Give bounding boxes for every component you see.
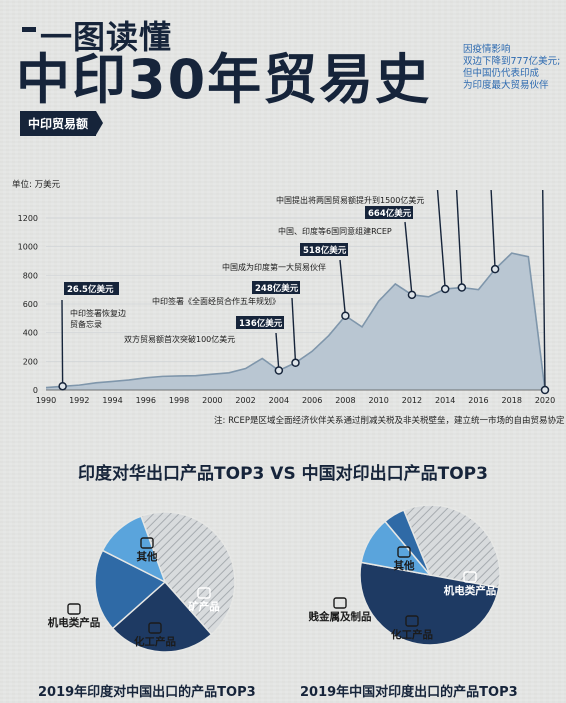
- covid-note: 因疫情影响 双边下降到777亿美元; 但中国仍代表印成 为印度最大贸易伙伴: [463, 44, 563, 92]
- annotation-text: 中国提出将两国贸易额提升到1500亿美元: [276, 195, 424, 205]
- y-tick-label: 600: [23, 300, 38, 309]
- x-tick-label: 2014: [435, 396, 455, 405]
- annotation-leader: [291, 297, 297, 363]
- gear-icon: [67, 603, 81, 615]
- flask-icon: [148, 622, 162, 634]
- note-line: 因疫情影响: [463, 44, 511, 55]
- annotation-text: 中印签署《全面经贸合作五年规划》: [152, 296, 280, 306]
- value-label: 248亿美元: [255, 283, 299, 294]
- annotation-leader: [339, 259, 347, 316]
- y-tick-label: 1000: [18, 243, 38, 252]
- slice-label: 其他: [394, 559, 415, 572]
- data-point-marker: [540, 385, 550, 395]
- pie-slice: [111, 580, 213, 653]
- y-tick-label: 0: [33, 386, 38, 395]
- data-point-marker: [440, 284, 450, 294]
- value-label: 26.5亿美元: [67, 284, 114, 295]
- y-tick-label: 400: [23, 329, 38, 338]
- data-point-marker: [58, 381, 67, 391]
- grid-icon: [397, 546, 411, 558]
- pie-slice: [383, 509, 431, 576]
- page-title: 中印30年贸易史: [16, 48, 432, 111]
- pie-section-title: 印度对华出口产品TOP3 VS 中国对印出口产品TOP3: [78, 464, 488, 484]
- x-tick-label: 1998: [169, 396, 189, 405]
- data-point-marker: [274, 366, 284, 375]
- data-point-marker: [457, 283, 467, 292]
- annotation-leader: [542, 190, 546, 391]
- value-label-box: [64, 282, 119, 295]
- annotation-leader: [275, 332, 280, 371]
- x-tick-label: 2004: [269, 396, 289, 405]
- x-tick-label: 2000: [202, 396, 222, 405]
- y-tick-label: 800: [23, 271, 38, 280]
- annotation-leader: [404, 221, 413, 295]
- slice-label: 其他: [137, 550, 158, 563]
- trade-area: [46, 253, 545, 390]
- flask-icon: [405, 615, 419, 627]
- note-line: 但中国仍代表印成: [463, 68, 540, 79]
- slice-label: 化工产品: [134, 635, 176, 648]
- annotation-leader: [436, 190, 446, 290]
- x-tick-label: 1994: [102, 396, 122, 405]
- data-point-marker: [291, 358, 300, 368]
- pie-slice: [402, 504, 501, 589]
- x-tick-label: 1990: [36, 396, 56, 405]
- annotation-text: 中国成为印度第一大贸易伙伴: [222, 262, 326, 272]
- pie-slice: [94, 549, 167, 630]
- annotation-text: 中印签署恢复边: [70, 308, 126, 318]
- annotation-text: 双方贸易额首次突破100亿美元: [124, 334, 235, 344]
- y-unit-label: 单位: 万美元: [12, 180, 61, 190]
- mining-cart-icon: [197, 587, 211, 599]
- value-label-box: [365, 206, 413, 219]
- annotation-leader: [61, 299, 64, 387]
- pie-slice: [101, 515, 167, 584]
- gear-icon: [463, 571, 477, 583]
- x-tick-label: 2008: [335, 396, 355, 405]
- x-tick-label: 2020: [535, 396, 555, 405]
- value-label-box: [300, 243, 348, 256]
- data-point-marker: [490, 264, 500, 274]
- pie-slice: [359, 561, 500, 646]
- slice-label: 机电类产品: [444, 584, 497, 597]
- value-label: 664亿美元: [368, 208, 412, 219]
- section-tag: 中印贸易额: [20, 111, 104, 136]
- y-tick-label: 200: [23, 357, 38, 366]
- x-tick-label: 2002: [235, 396, 255, 405]
- x-tick-label: 2018: [502, 396, 522, 405]
- x-tick-label: 2016: [468, 396, 488, 405]
- page-headline: 一图读懂 中印30年贸易史: [16, 10, 446, 111]
- value-label-box: [236, 316, 284, 329]
- metal-bars-icon: [333, 597, 347, 609]
- x-tick-label: 2006: [302, 396, 322, 405]
- trade-area-chart: 0 200 400 600 800 1000 1200 1990 1992 1994 1996 199…: [18, 190, 555, 405]
- chart-footnote: 注: RCEP是区域全面经济伙伴关系通过削减关税及非关税壁垒，建立统一市场的自由…: [214, 416, 565, 426]
- value-label: 136亿美元: [239, 318, 283, 329]
- page-subtitle: 一图读懂: [40, 18, 173, 56]
- y-tick-label: 1200: [18, 214, 38, 223]
- slice-label: 机电类产品: [48, 616, 101, 629]
- x-tick-label: 1992: [69, 396, 89, 405]
- value-label: 518亿美元: [303, 245, 347, 256]
- value-label-box: [252, 281, 300, 294]
- grid-icon: [140, 537, 154, 549]
- pie-slice: [140, 511, 236, 636]
- x-tick-label: 1996: [136, 396, 156, 405]
- annotation-leader: [490, 190, 496, 270]
- x-tick-label: 2010: [368, 396, 388, 405]
- annotation-leader: [455, 190, 463, 288]
- note-line: 为印度最大贸易伙伴: [463, 80, 549, 91]
- data-point-marker: [341, 311, 350, 321]
- data-point-marker: [407, 290, 417, 300]
- annotation-text: 贸备忘录: [70, 319, 102, 329]
- title-dash-left: [22, 27, 36, 32]
- annotation-text: 中国、印度等6国同意组建RCEP: [278, 226, 392, 236]
- slice-label: 贱金属及制品: [309, 610, 372, 623]
- slice-label: 矿产品: [188, 600, 220, 613]
- pie-caption-left: 2019年印度对中国出口的产品TOP3: [38, 685, 256, 700]
- pie-caption-right: 2019年中国对印度出口的产品TOP3: [300, 685, 518, 700]
- note-line: 双边下降到777亿美元;: [463, 56, 561, 67]
- slice-label: 化工产品: [391, 628, 433, 641]
- x-tick-label: 2012: [402, 396, 422, 405]
